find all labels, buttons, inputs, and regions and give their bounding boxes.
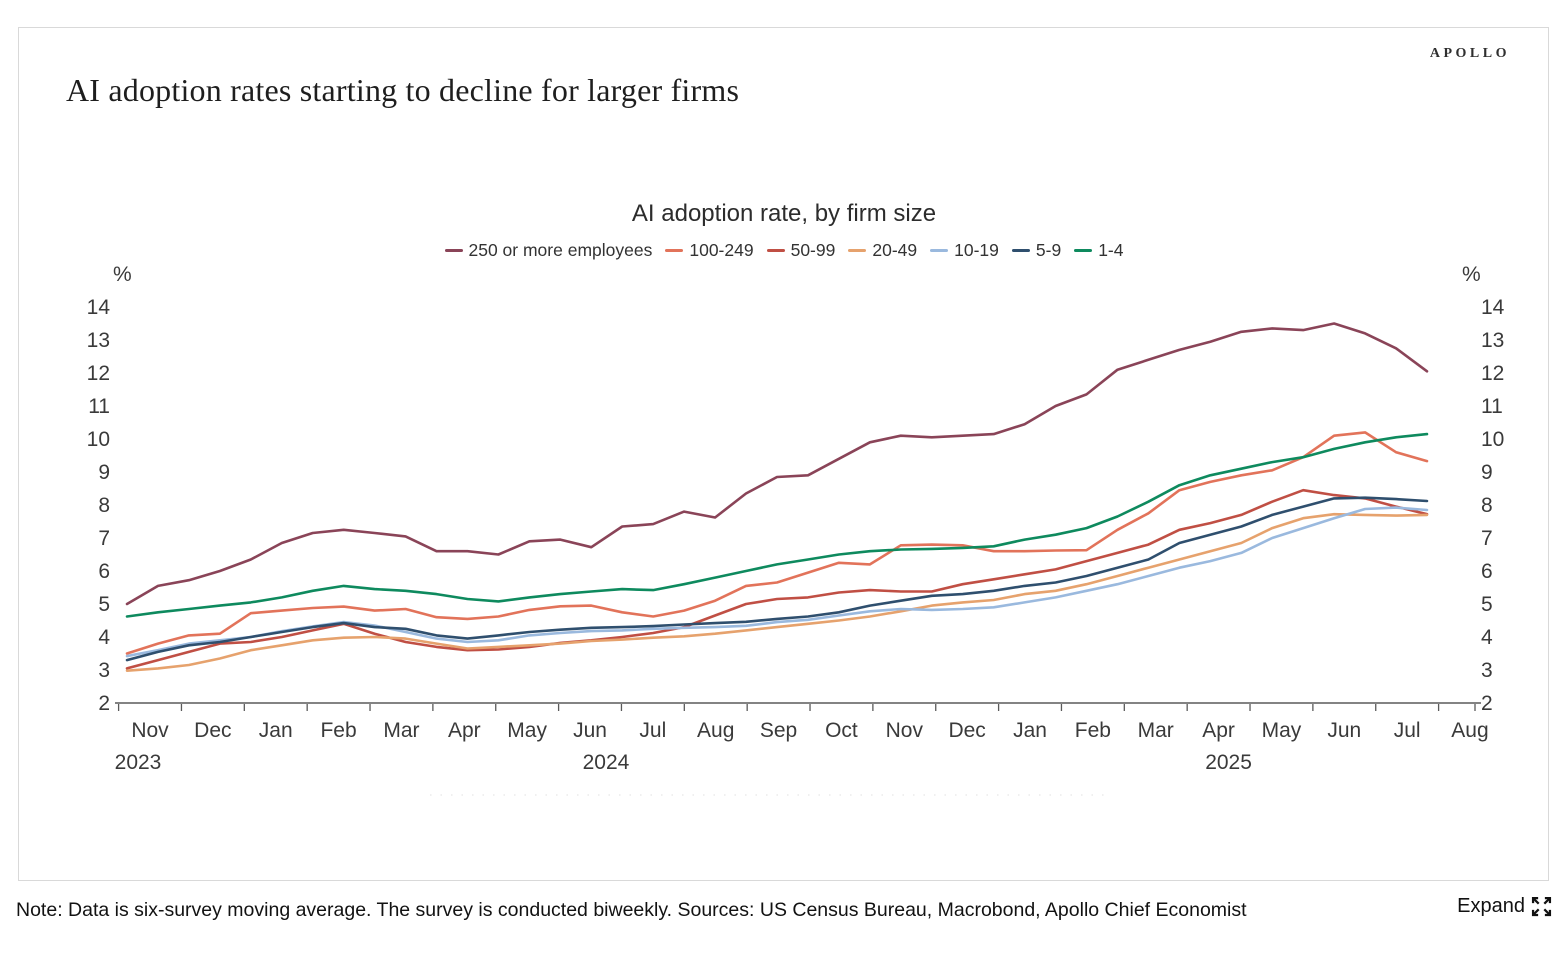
legend-swatch-5-9 [1011, 248, 1030, 253]
chart-card [18, 27, 1549, 881]
legend-label-1-4: 1-4 [1098, 240, 1124, 260]
legend-item-50-99: 50-99 [766, 240, 836, 261]
expand-icon [1528, 893, 1555, 920]
legend-swatch-100-249 [665, 248, 684, 253]
legend-swatch-20-49 [848, 248, 867, 253]
legend-swatch-1-4 [1074, 248, 1093, 253]
expand-label: Expand [1457, 895, 1525, 917]
expand-button[interactable]: Expand [1457, 893, 1555, 920]
legend-item-20-49: 20-49 [848, 240, 917, 261]
chart-legend: 250 or more employees 100-249 50-99 20-49 10… [0, 240, 1568, 261]
page-title: AI adoption rates starting to decline fo… [66, 72, 740, 108]
legend-label-5-9: 5-9 [1035, 240, 1062, 260]
legend-label-20-49: 20-49 [872, 240, 918, 260]
legend-label-10-19: 10-19 [954, 240, 999, 260]
legend-item-10-19: 10-19 [930, 240, 999, 261]
legend-item-1-4: 1-4 [1074, 240, 1123, 261]
footer-note: Note: Data is six-survey moving average.… [16, 899, 1247, 921]
legend-item-100-249: 100-249 [665, 240, 754, 261]
chart-title: AI adoption rate, by firm size [631, 200, 937, 227]
legend-item-5-9: 5-9 [1011, 240, 1062, 261]
legend-item-250-or-more-employees: 250 or more employees [444, 240, 653, 261]
legend-label-100-249: 100-249 [689, 240, 754, 260]
legend-swatch-10-19 [930, 248, 949, 253]
legend-swatch-50-99 [766, 248, 785, 253]
legend-swatch-250-or-more-employees [444, 248, 463, 253]
legend-label-50-99: 50-99 [790, 240, 836, 260]
legend-label-250-or-more-employees: 250 or more employees [468, 240, 653, 260]
apollo-logo: APOLLO [1429, 46, 1510, 61]
